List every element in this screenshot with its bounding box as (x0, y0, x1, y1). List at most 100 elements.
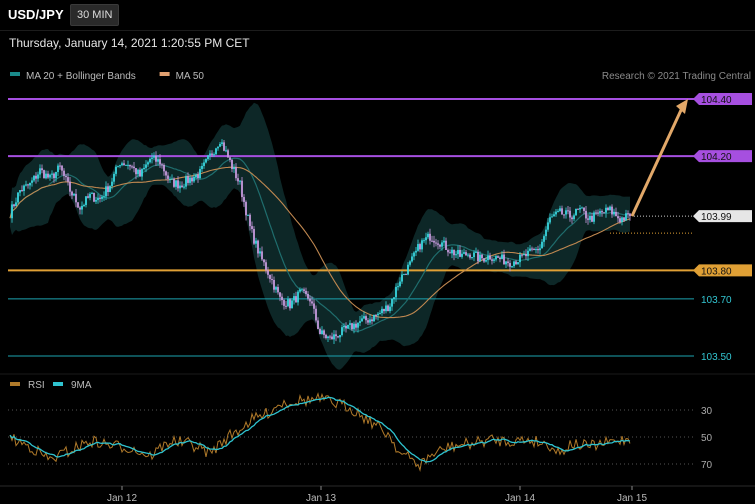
candle-body (223, 142, 225, 151)
candle-body (391, 299, 393, 307)
candle-body (167, 175, 169, 179)
candle-body (157, 159, 159, 162)
candle-body (267, 270, 269, 275)
candle-body (439, 244, 441, 247)
candle-body (567, 210, 569, 212)
candle-body (601, 211, 603, 213)
candle-body (491, 259, 493, 261)
candle-body (243, 197, 245, 202)
candle-body (595, 212, 597, 214)
candle-body (135, 168, 137, 175)
candle-body (629, 213, 631, 217)
candle-body (471, 257, 473, 259)
candle-body (131, 166, 133, 168)
candle-body (235, 167, 237, 179)
candle-body (299, 289, 301, 292)
candle-body (443, 240, 445, 243)
candle-body (625, 213, 627, 221)
candle-body (85, 196, 87, 205)
candle-body (141, 169, 143, 177)
candle-body (225, 150, 227, 152)
candle-body (39, 168, 41, 175)
candle-body (599, 211, 601, 214)
candle-body (565, 210, 567, 215)
candle-body (245, 201, 247, 216)
candle-body (611, 206, 613, 215)
candle-body (43, 170, 45, 179)
candle-body (399, 281, 401, 287)
level-label-103.50: 103.50 (701, 352, 732, 363)
level-tag-104.40 (693, 93, 752, 105)
candle-body (107, 186, 109, 192)
candle-body (205, 159, 207, 163)
candle-body (119, 165, 121, 167)
candle-body (409, 261, 411, 265)
legend-swatch-1 (159, 72, 170, 76)
candle-body (57, 165, 59, 172)
candle-body (289, 299, 291, 309)
candle-body (335, 334, 337, 337)
candle-body (97, 197, 99, 201)
candle-body (569, 210, 571, 218)
candle-body (499, 257, 501, 260)
timestamp: Thursday, January 14, 2021 1:20:55 PM CE… (9, 36, 250, 50)
candle-body (129, 164, 131, 167)
candle-body (287, 299, 289, 307)
candle-body (115, 166, 117, 174)
candle-body (197, 174, 199, 179)
candle-body (361, 318, 363, 322)
candle-body (615, 211, 617, 217)
candle-body (191, 177, 193, 182)
candle-body (597, 212, 599, 214)
candle-body (445, 240, 447, 250)
legend-swatch-0 (10, 72, 20, 76)
candles (11, 139, 631, 345)
candle-body (389, 306, 391, 312)
candle-body (497, 256, 499, 258)
candle-body (589, 215, 591, 220)
candle-body (271, 278, 273, 280)
candle-body (459, 249, 461, 257)
candle-body (261, 251, 263, 260)
candle-body (509, 263, 511, 267)
candle-body (603, 212, 605, 214)
projection-arrow (630, 99, 688, 217)
candle-body (535, 249, 537, 251)
candle-body (217, 146, 219, 149)
candle-body (315, 308, 317, 321)
candle-body (505, 261, 507, 265)
candle-body (421, 240, 423, 250)
price-levels (8, 98, 694, 357)
candle-body (585, 210, 587, 219)
candle-body (247, 214, 249, 216)
candle-body (433, 240, 435, 243)
candle-body (83, 204, 85, 206)
candle-body (303, 289, 305, 291)
timeframe-button[interactable]: 30 MIN (70, 4, 120, 26)
x-tick-label-2: Jan 14 (505, 493, 535, 504)
candle-body (123, 163, 125, 166)
candle-body (427, 233, 429, 238)
legend-swatch-9ma (53, 382, 63, 386)
candle-body (79, 207, 81, 210)
level-label-104.20: 104.20 (701, 152, 732, 163)
candle-body (71, 191, 73, 196)
candle-body (331, 336, 333, 340)
candle-body (323, 330, 325, 335)
candle-body (367, 320, 369, 323)
candle-body (369, 319, 371, 323)
current-price-label: 103.99 (701, 212, 732, 223)
candle-body (357, 322, 359, 328)
candle-body (187, 176, 189, 183)
candle-body (281, 296, 283, 301)
candle-body (577, 208, 579, 210)
candle-body (571, 217, 573, 220)
rsi-panel: 70 50 30 (8, 392, 713, 473)
candle-body (537, 249, 539, 251)
candle-body (423, 240, 425, 242)
candle-body (257, 240, 259, 254)
candle-body (27, 184, 29, 186)
candle-body (111, 181, 113, 187)
candle-body (265, 262, 267, 271)
candle-body (147, 162, 149, 165)
